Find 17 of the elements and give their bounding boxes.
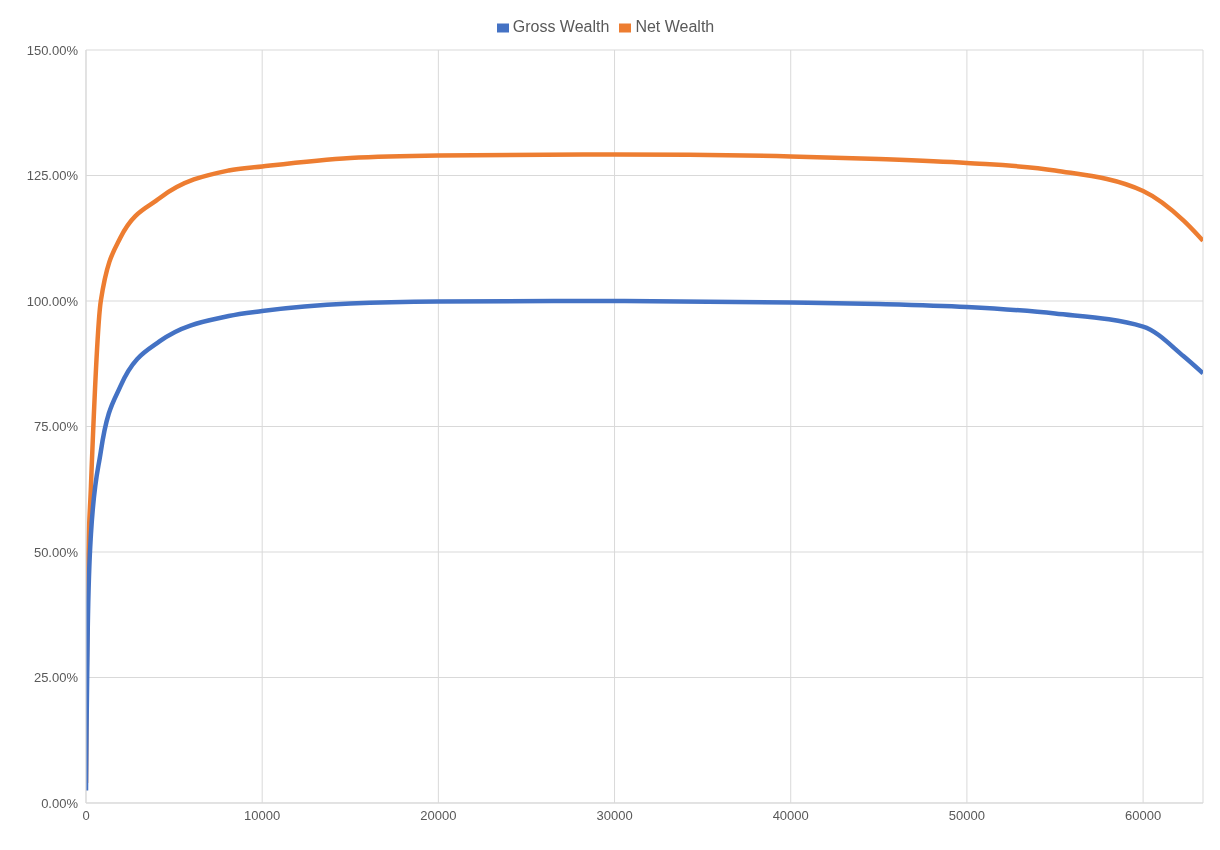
legend-label: Gross Wealth: [512, 18, 610, 35]
x-tick-label: 0: [82, 808, 90, 824]
y-tick-label: 75.00%: [33, 419, 79, 435]
y-tick-label: 25.00%: [33, 670, 79, 686]
x-tick-label: 20000: [420, 808, 457, 824]
y-tick-label: 150.00%: [26, 42, 79, 58]
x-tick-label: 50000: [948, 808, 985, 824]
x-tick-label: 40000: [772, 808, 809, 824]
x-tick-label: 60000: [1125, 808, 1162, 824]
line-series: [86, 298, 1203, 793]
legend-label: Net Wealth: [635, 18, 715, 35]
y-tick-label: 100.00%: [26, 293, 79, 309]
y-tick-label: 50.00%: [33, 544, 79, 560]
x-tick-label: 30000: [596, 808, 633, 824]
y-tick-label: 0.00%: [41, 795, 79, 811]
x-tick-label: 10000: [244, 808, 281, 824]
y-tick-label: 125.00%: [26, 168, 79, 184]
